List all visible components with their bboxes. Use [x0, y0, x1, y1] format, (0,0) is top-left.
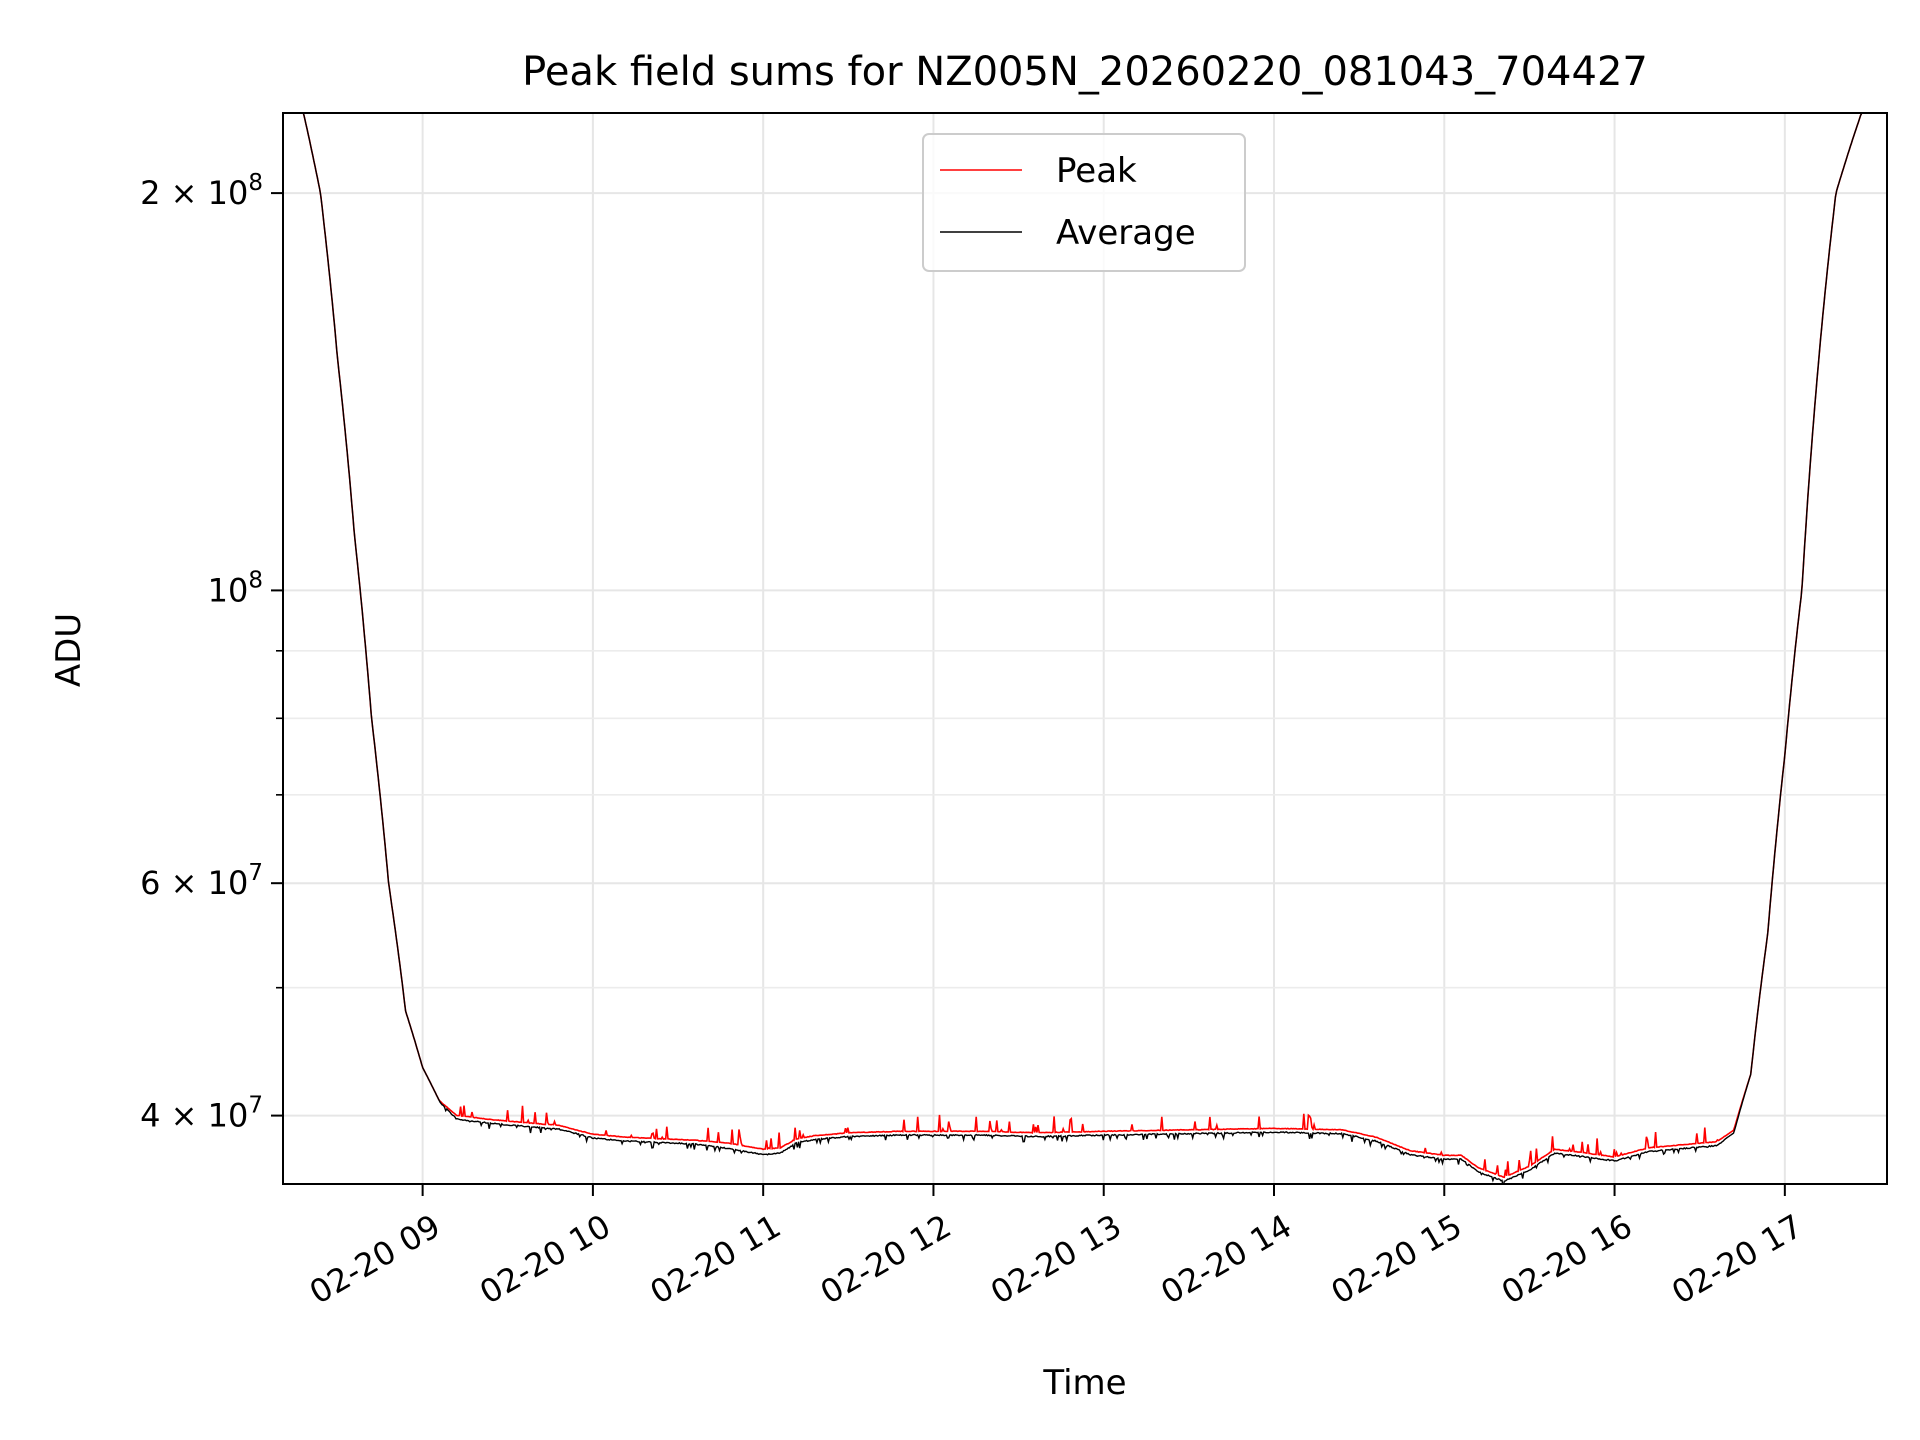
grid [283, 113, 1887, 1184]
plot-frame [282, 112, 1888, 1185]
legend-average-label: Average [1056, 213, 1196, 253]
peak-series-line [283, 113, 1887, 1179]
y-axis-label: ADU [49, 613, 89, 687]
chart-title: Peak field sums for NZ005N_20260220_0810… [522, 49, 1648, 95]
legend-peak-label: Peak [1056, 151, 1137, 191]
y-tick-label-1: 6 × 107 [140, 860, 263, 902]
y-tick-label-2: 108 [208, 567, 263, 609]
y-axis: 4 × 107 6 × 107 108 2 × 108 [140, 170, 283, 1135]
y-tick-label-0: 4 × 107 [140, 1093, 263, 1135]
series-area [283, 113, 1887, 1184]
y-tick-label-3: 2 × 108 [140, 170, 263, 212]
x-axis-label: Time [1042, 1363, 1126, 1403]
legend-box [922, 133, 1246, 272]
average-series-line [283, 113, 1887, 1184]
legend: Peak Average [922, 133, 1246, 272]
